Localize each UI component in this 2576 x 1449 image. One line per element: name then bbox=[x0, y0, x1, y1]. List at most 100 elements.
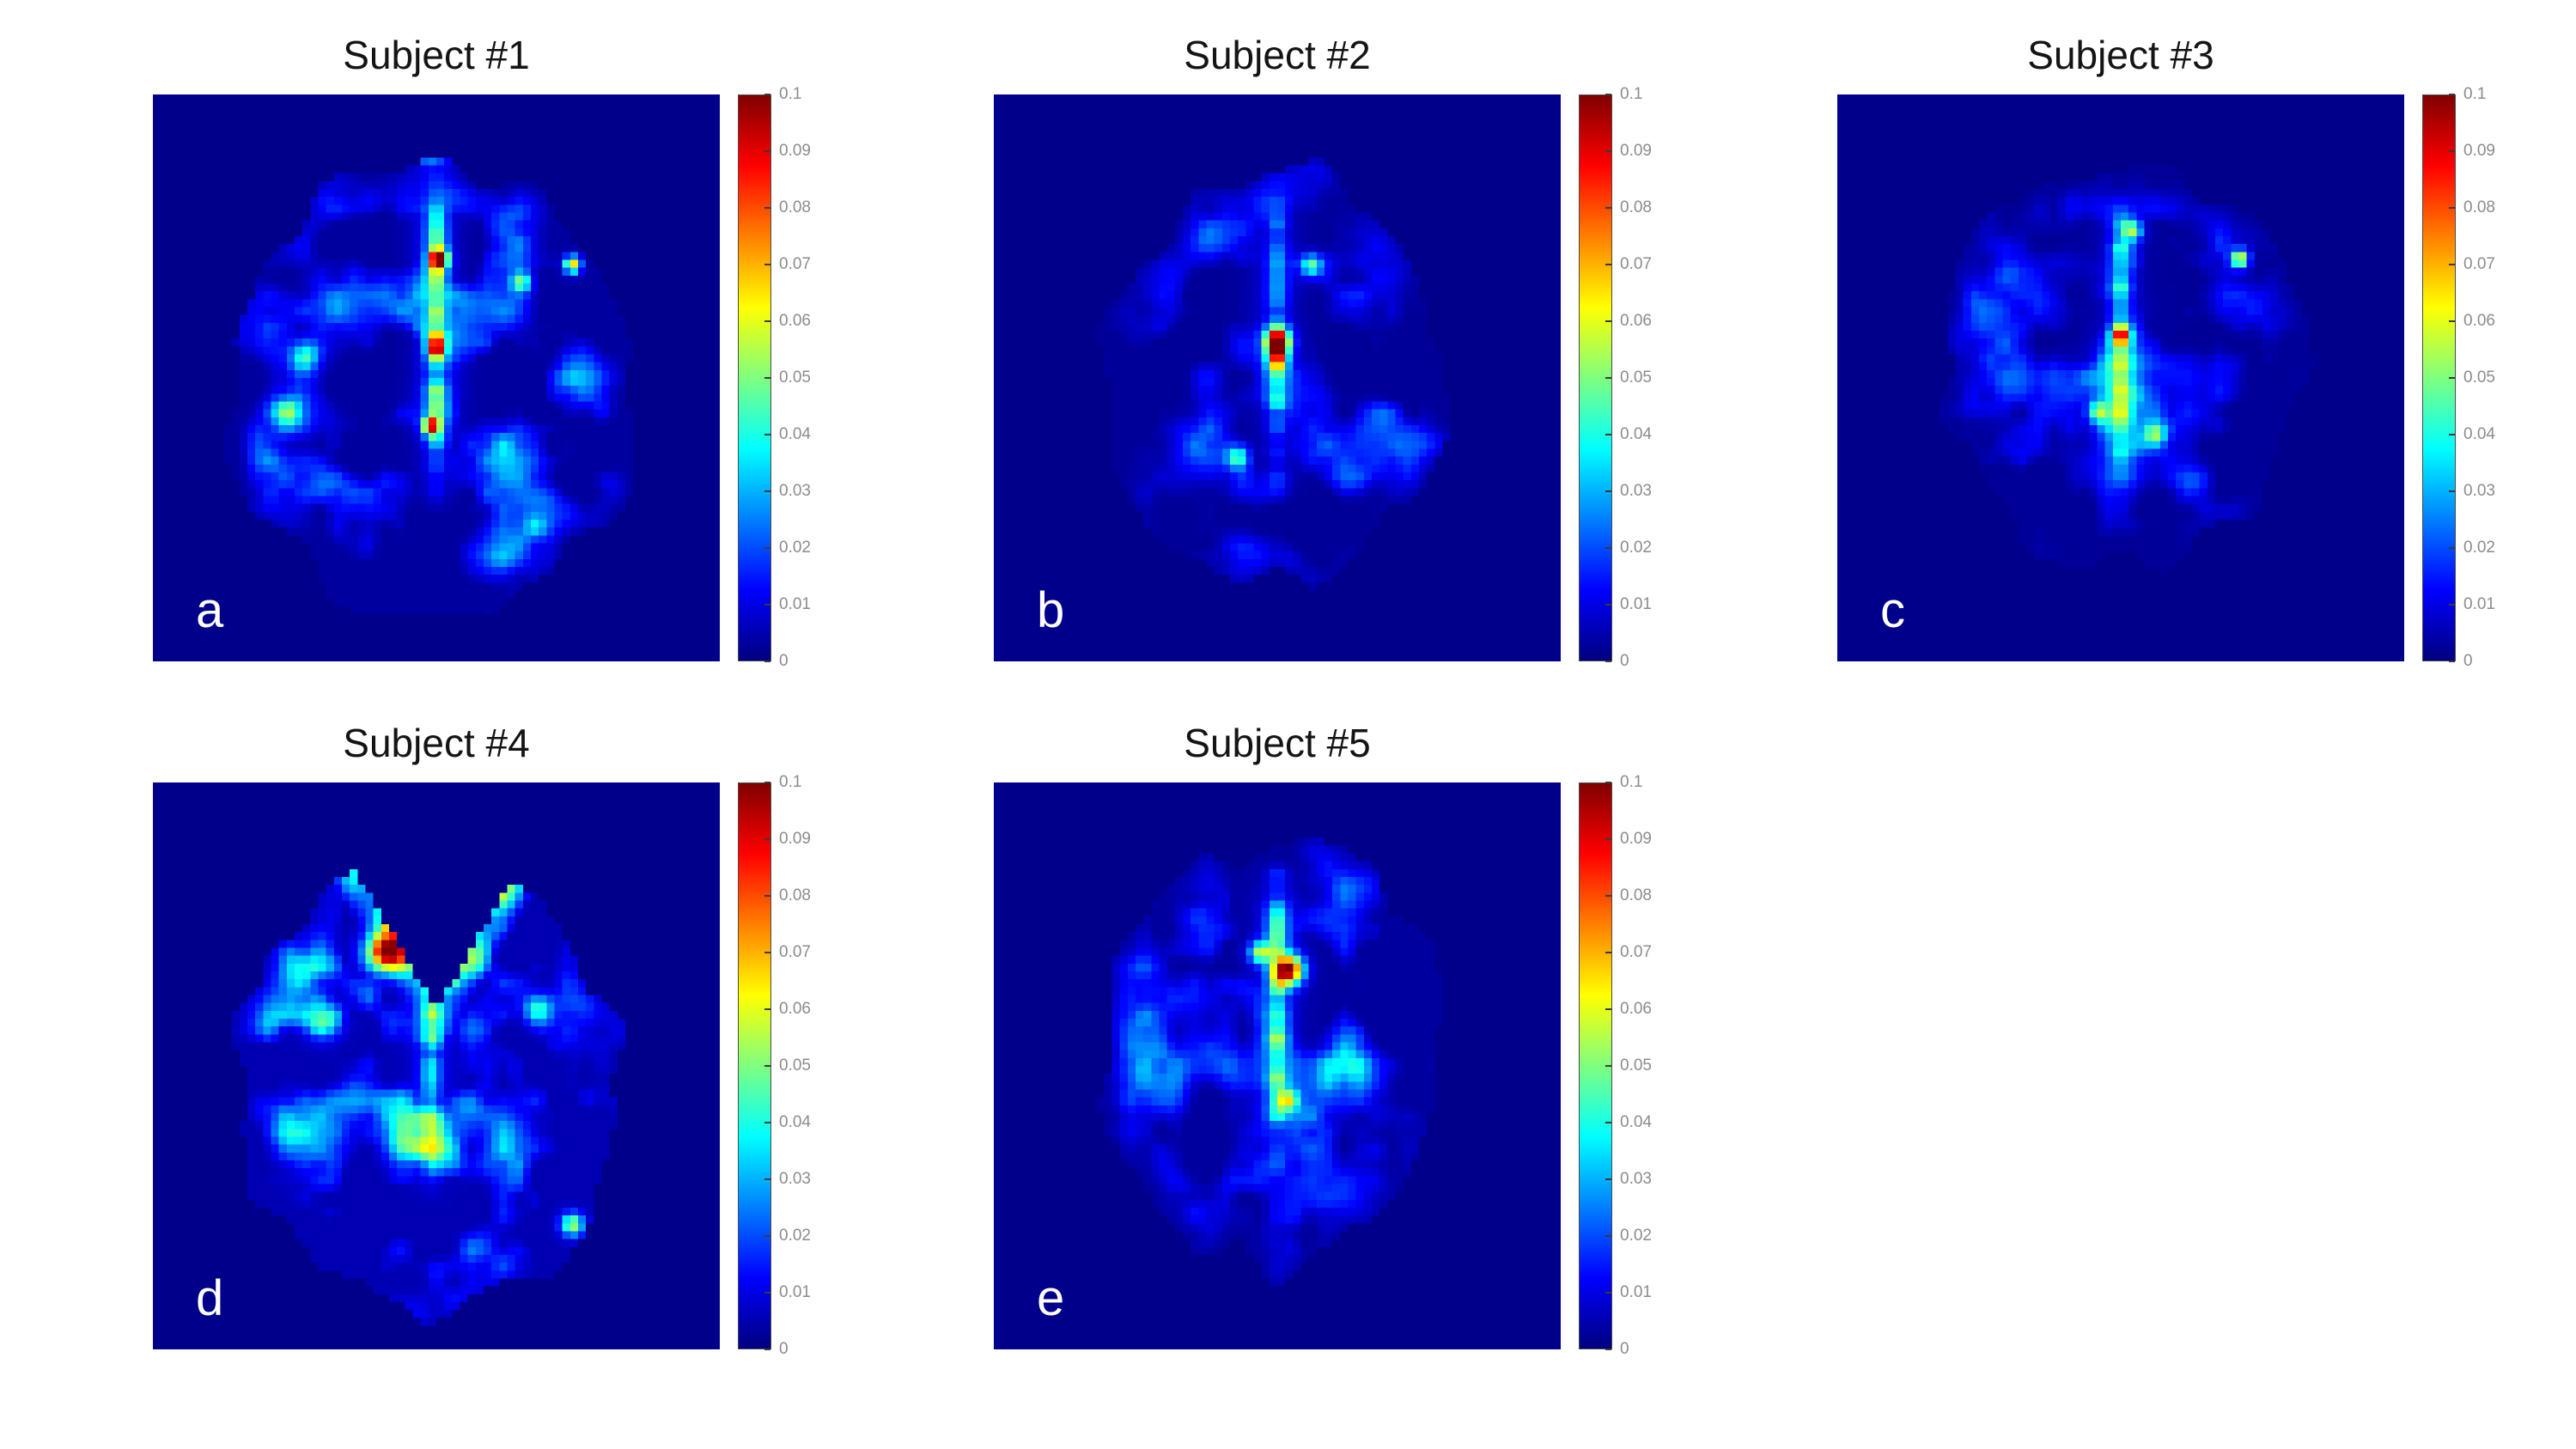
colorbar-ticks: 0.1 0.09 0.08 0.07 0.06 0.05 0.04 0.03 0.02 0.01 0 bbox=[2422, 85, 2534, 670]
colorbar-tick-mark bbox=[764, 952, 770, 953]
colorbar-tick-label: 0.03 bbox=[779, 482, 811, 500]
brain-heatmap-canvas bbox=[994, 782, 1561, 1349]
colorbar-tick-mark bbox=[764, 320, 770, 322]
colorbar-tick-mark bbox=[1605, 547, 1611, 549]
colorbar-tick-mark bbox=[2449, 434, 2455, 435]
colorbar-tick-label: 0.1 bbox=[2463, 85, 2487, 103]
colorbar-tick-mark bbox=[1605, 320, 1611, 322]
colorbar-tick-mark bbox=[1605, 490, 1611, 492]
colorbar-tick-label: 0.08 bbox=[1620, 198, 1652, 216]
colorbar-tick-label: 0.01 bbox=[1620, 595, 1652, 613]
colorbar-tick-mark bbox=[1605, 1292, 1611, 1294]
colorbar-tick-mark bbox=[2449, 547, 2455, 549]
brain-heatmap-image: e bbox=[994, 782, 1561, 1349]
colorbar: 0.1 0.09 0.08 0.07 0.06 0.05 0.04 0.03 0.02 0.01 0 bbox=[2422, 85, 2534, 670]
colorbar-tick-label: 0.01 bbox=[2463, 595, 2495, 613]
colorbar-tick-mark bbox=[1605, 434, 1611, 435]
panel-subject-3: Subject #3 c 0.1 0.09 0.08 0.07 0.06 0.05 0.04… bbox=[1837, 26, 2534, 670]
panel-subject-4: Subject #4 d 0.1 0.09 0.08 0.07 0.06 0.05 0.04… bbox=[153, 714, 850, 1358]
panel-title: Subject #4 bbox=[343, 721, 530, 765]
colorbar-tick-label: 0.04 bbox=[779, 425, 811, 443]
colorbar-tick-label: 0.02 bbox=[1620, 539, 1652, 557]
brain-heatmap-image: b bbox=[994, 94, 1561, 661]
colorbar-tick-mark bbox=[1605, 1349, 1611, 1350]
colorbar-tick-label: 0.01 bbox=[779, 595, 811, 613]
colorbar-tick-mark bbox=[1605, 782, 1611, 783]
colorbar-tick-label: 0 bbox=[2463, 652, 2473, 670]
colorbar-tick-label: 0 bbox=[1620, 1340, 1629, 1358]
colorbar-tick-mark bbox=[1605, 264, 1611, 265]
panel-title: Subject #3 bbox=[2027, 33, 2214, 77]
colorbar-tick-mark bbox=[2449, 150, 2455, 152]
colorbar: 0.1 0.09 0.08 0.07 0.06 0.05 0.04 0.03 0.02 0.01 0 bbox=[1579, 85, 1690, 670]
brain-heatmap-image: c bbox=[1837, 94, 2404, 661]
colorbar-tick-mark bbox=[1605, 150, 1611, 152]
colorbar-tick-mark bbox=[764, 1178, 770, 1180]
colorbar-ticks: 0.1 0.09 0.08 0.07 0.06 0.05 0.04 0.03 0.02 0.01 0 bbox=[1579, 85, 1690, 670]
colorbar-tick-mark bbox=[764, 838, 770, 840]
panel-title: Subject #5 bbox=[1184, 721, 1371, 765]
colorbar-tick-mark bbox=[764, 1122, 770, 1123]
colorbar-tick-mark bbox=[764, 264, 770, 265]
colorbar-tick-label: 0.04 bbox=[779, 1113, 811, 1131]
colorbar-tick-label: 0.04 bbox=[1620, 425, 1652, 443]
colorbar-ticks: 0.1 0.09 0.08 0.07 0.06 0.05 0.04 0.03 0.02 0.01 0 bbox=[738, 773, 850, 1358]
colorbar-tick-mark bbox=[1605, 377, 1611, 379]
colorbar-tick-mark bbox=[1605, 1178, 1611, 1180]
colorbar-tick-label: 0.09 bbox=[2463, 142, 2495, 160]
panel-title: Subject #2 bbox=[1184, 33, 1371, 77]
colorbar-tick-mark bbox=[764, 604, 770, 606]
colorbar-tick-label: 0.04 bbox=[1620, 1113, 1652, 1131]
colorbar-tick-mark bbox=[764, 94, 770, 95]
brain-heatmap-image: d bbox=[153, 782, 720, 1349]
colorbar-tick-label: 0.06 bbox=[1620, 1000, 1652, 1018]
colorbar-tick-mark bbox=[1605, 895, 1611, 897]
colorbar-tick-mark bbox=[1605, 838, 1611, 840]
colorbar-tick-label: 0.01 bbox=[779, 1283, 811, 1301]
panel-subject-5: Subject #5 e 0.1 0.09 0.08 0.07 0.06 0.05 0.04… bbox=[994, 714, 1690, 1358]
colorbar-tick-mark bbox=[2449, 377, 2455, 379]
colorbar: 0.1 0.09 0.08 0.07 0.06 0.05 0.04 0.03 0.02 0.01 0 bbox=[1579, 773, 1690, 1358]
colorbar-tick-mark bbox=[2449, 94, 2455, 95]
colorbar-ticks: 0.1 0.09 0.08 0.07 0.06 0.05 0.04 0.03 0.02 0.01 0 bbox=[1579, 773, 1690, 1358]
panel-subject-2: Subject #2 b 0.1 0.09 0.08 0.07 0.06 0.05 0.04… bbox=[994, 26, 1690, 670]
colorbar-tick-label: 0.04 bbox=[2463, 425, 2495, 443]
colorbar-tick-mark bbox=[1605, 604, 1611, 606]
colorbar-tick-mark bbox=[764, 1349, 770, 1350]
panel-title: Subject #1 bbox=[343, 33, 530, 77]
colorbar-tick-label: 0.03 bbox=[1620, 1170, 1652, 1188]
colorbar-tick-label: 0.03 bbox=[2463, 482, 2495, 500]
brain-heatmap-image: a bbox=[153, 94, 720, 661]
colorbar-tick-label: 0.09 bbox=[779, 142, 811, 160]
colorbar-tick-label: 0.05 bbox=[779, 368, 811, 387]
colorbar-tick-label: 0.08 bbox=[2463, 198, 2495, 216]
colorbar-tick-mark bbox=[764, 1235, 770, 1237]
colorbar-tick-label: 0.02 bbox=[2463, 539, 2495, 557]
colorbar-tick-mark bbox=[2449, 604, 2455, 606]
brain-heatmap-canvas bbox=[153, 94, 720, 661]
colorbar-tick-mark bbox=[764, 207, 770, 209]
colorbar-tick-mark bbox=[1605, 952, 1611, 953]
colorbar-tick-label: 0.07 bbox=[1620, 255, 1652, 273]
brain-heatmap-canvas bbox=[1837, 94, 2404, 661]
colorbar-tick-mark bbox=[764, 490, 770, 492]
panel-letter: d bbox=[196, 1270, 224, 1326]
colorbar-tick-mark bbox=[764, 547, 770, 549]
colorbar-tick-mark bbox=[1605, 1065, 1611, 1067]
colorbar-tick-mark bbox=[1605, 661, 1611, 662]
brain-heatmap-canvas bbox=[153, 782, 720, 1349]
colorbar-tick-label: 0.07 bbox=[779, 255, 811, 273]
colorbar-tick-label: 0.02 bbox=[779, 539, 811, 557]
colorbar-tick-mark bbox=[764, 1065, 770, 1067]
panel-subject-1: Subject #1 a 0.1 0.09 0.08 0.07 0.06 0.05 0.04… bbox=[153, 26, 850, 670]
colorbar-tick-mark bbox=[1605, 1235, 1611, 1237]
colorbar-tick-label: 0.1 bbox=[779, 773, 802, 791]
colorbar-tick-mark bbox=[2449, 320, 2455, 322]
colorbar-tick-mark bbox=[764, 895, 770, 897]
colorbar-tick-label: 0.01 bbox=[1620, 1283, 1652, 1301]
colorbar-tick-label: 0.05 bbox=[1620, 368, 1652, 387]
colorbar-tick-label: 0.07 bbox=[2463, 255, 2495, 273]
colorbar-tick-label: 0.06 bbox=[779, 312, 811, 330]
colorbar-tick-mark bbox=[764, 661, 770, 662]
